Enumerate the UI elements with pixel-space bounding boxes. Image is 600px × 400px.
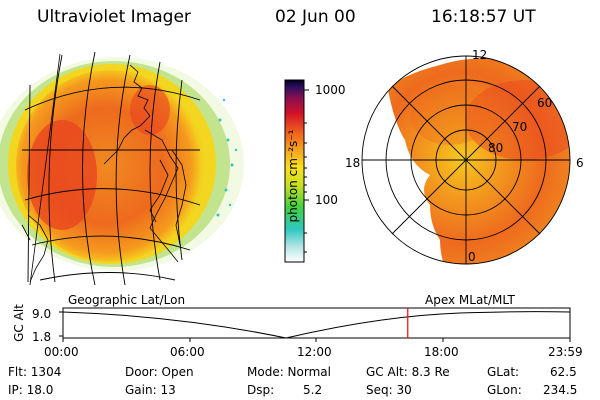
status-dsp-value: 5.2 (303, 383, 323, 397)
gc-alt-axis-label: GC Alt (12, 304, 26, 342)
time-tick-0600: 06:00 (170, 345, 205, 359)
status-ip: IP: 18.0 (8, 383, 54, 397)
geographic-projection-label: Geographic Lat/Lon (68, 293, 186, 307)
mlat-label-70: 70 (512, 120, 528, 134)
status-gain: Gain: 13 (125, 383, 176, 397)
mlt-label-6: 6 (576, 156, 584, 170)
mlat-label-80: 80 (488, 141, 504, 155)
status-gc-alt: GC Alt: 8.3 Re (366, 365, 450, 379)
status-seq: Seq: 30 (366, 383, 412, 397)
colorbar-tick-1000: 1000 (315, 83, 346, 97)
status-glat-label: GLat: (487, 365, 520, 379)
colorbar-tick-100: 100 (315, 193, 338, 207)
time-tick-0000: 00:00 (44, 345, 79, 359)
status-mode: Mode: Normal (247, 365, 331, 379)
mlt-label-18: 18 (345, 156, 361, 170)
alt-tick-1-8: 1.8 (32, 330, 52, 344)
time-tick-2359: 23:59 (548, 345, 583, 359)
mlt-label-12: 12 (472, 48, 488, 62)
status-door: Door: Open (125, 365, 194, 379)
date-label: 02 Jun 00 (275, 7, 356, 27)
mlat-label-60: 60 (537, 96, 553, 110)
status-glon-label: GLon: (487, 383, 522, 397)
altitude-strip (59, 307, 571, 342)
time-tick-1200: 12:00 (297, 345, 332, 359)
polar-plot (361, 55, 571, 265)
globe-image (0, 51, 244, 286)
colorbar-unit-label: photon cm⁻²s⁻¹ (286, 129, 300, 223)
status-dsp-label: Dsp: (247, 383, 275, 397)
status-flt: Flt: 1304 (8, 365, 62, 379)
alt-tick-9: 9.0 (32, 307, 52, 321)
mlt-label-0: 0 (468, 250, 476, 264)
status-glon-value: 234.5 (543, 383, 578, 397)
time-tick-1800: 18:00 (424, 345, 459, 359)
status-glat-value: 62.5 (550, 365, 577, 379)
apex-projection-label: Apex MLat/MLT (425, 293, 515, 307)
app-title: Ultraviolet Imager (37, 7, 191, 27)
colorbar (284, 79, 309, 263)
time-label: 16:18:57 UT (431, 7, 536, 27)
